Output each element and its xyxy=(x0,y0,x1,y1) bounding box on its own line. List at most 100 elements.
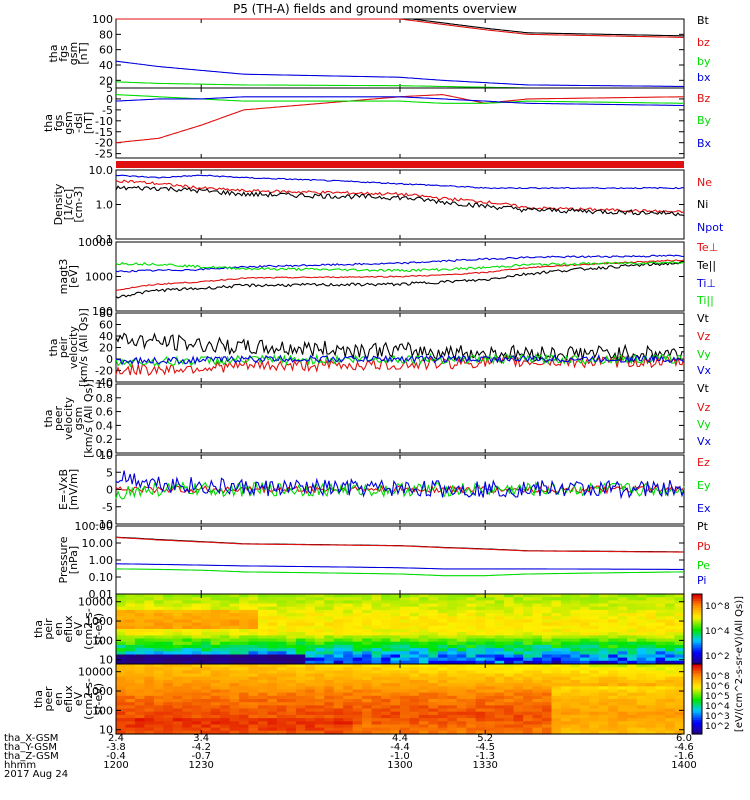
peer_eflux-cell xyxy=(456,705,467,710)
peer_eflux-cell xyxy=(428,718,439,722)
peir_eflux-cell xyxy=(191,632,202,636)
peer_eflux-cell xyxy=(674,699,685,703)
peer_eflux-cell xyxy=(466,679,477,684)
peir_eflux-cell xyxy=(485,619,496,624)
peir_eflux-cell xyxy=(579,606,590,611)
peir_eflux-cell xyxy=(333,648,344,652)
peir_eflux-cell xyxy=(655,616,666,621)
peer_eflux-cell xyxy=(655,664,666,668)
peer_eflux-cell xyxy=(409,676,420,681)
peir_eflux-cell xyxy=(201,651,212,656)
peer_eflux-cell xyxy=(504,711,515,716)
peer_eflux-cell xyxy=(305,730,316,735)
peir_eflux-cell xyxy=(428,606,439,611)
peir_eflux-cell xyxy=(608,651,619,656)
peir_eflux-cell xyxy=(144,625,155,630)
peer_eflux-cell xyxy=(542,670,553,675)
peer_eflux-cell xyxy=(400,721,411,726)
peer_eflux-cell xyxy=(305,673,316,678)
peir_eflux-cell xyxy=(646,625,657,630)
peer_eflux-cell xyxy=(494,670,505,675)
peir_eflux-cell xyxy=(239,619,250,624)
peir_eflux-cell xyxy=(400,613,411,617)
peir_velocity-ytick-label: 20 xyxy=(99,342,113,355)
peir_eflux-cell xyxy=(172,603,183,608)
peir_eflux-cell xyxy=(560,609,571,614)
xaxis-tick-y: -4.4 xyxy=(390,742,410,753)
peir_eflux-cell xyxy=(258,657,269,662)
peer_eflux-cell xyxy=(371,676,382,681)
density-series-Ni xyxy=(115,185,685,217)
peer_eflux-cell xyxy=(182,708,193,713)
peer_eflux-cell xyxy=(589,708,600,713)
peer_eflux-cell xyxy=(324,670,335,675)
peir_eflux-cell xyxy=(248,622,259,627)
peir_eflux-cell xyxy=(475,638,486,643)
peir_eflux-cell xyxy=(598,613,609,617)
peir_eflux-cell xyxy=(239,641,250,646)
peir_velocity-legend-Vy: Vy xyxy=(697,348,711,361)
peer_eflux-cell xyxy=(125,699,136,703)
peir_eflux-cell xyxy=(418,641,429,646)
peir_eflux-cell xyxy=(523,625,534,630)
peir_eflux-cell xyxy=(191,597,202,601)
peir_eflux-cell xyxy=(542,603,553,608)
peir_eflux-cell xyxy=(598,635,609,640)
peer_eflux-cell xyxy=(636,727,647,732)
peer_eflux-cell xyxy=(513,711,524,716)
peir_eflux-cell xyxy=(655,594,666,598)
peer_eflux-cell xyxy=(400,702,411,706)
peer_eflux-cell xyxy=(153,721,164,726)
peir_eflux-cell xyxy=(248,638,259,643)
peir_eflux-cell xyxy=(560,660,571,665)
peir_eflux-cell xyxy=(381,641,392,646)
peir_eflux-cell xyxy=(494,632,505,636)
peir_eflux-cell xyxy=(400,629,411,633)
peer_eflux-cell xyxy=(229,686,240,691)
peer_eflux-cell xyxy=(589,718,600,722)
peer_eflux-cell xyxy=(437,676,448,681)
peer_eflux-cell xyxy=(116,705,127,710)
peer_eflux-cell xyxy=(456,673,467,678)
peer_eflux-cell xyxy=(456,708,467,713)
peir_eflux-cell xyxy=(286,648,297,652)
peir_eflux-cell xyxy=(116,594,127,598)
peir_eflux-cell xyxy=(579,660,590,665)
peir_eflux-cell xyxy=(248,660,259,665)
peer_eflux-cell xyxy=(172,721,183,726)
peir_eflux-cell xyxy=(589,616,600,621)
peir_eflux-cell xyxy=(598,648,609,652)
peer_eflux-cell xyxy=(655,676,666,681)
peer_eflux-cell xyxy=(504,714,515,719)
peir_eflux-cell xyxy=(646,629,657,633)
peir_eflux-cell xyxy=(201,632,212,636)
peer_eflux-cell xyxy=(655,667,666,671)
peir_eflux-cell xyxy=(220,629,231,633)
peer_eflux-cell xyxy=(513,708,524,713)
peer_eflux-cell xyxy=(229,667,240,671)
peer_eflux-cell xyxy=(258,673,269,678)
peer_eflux-cell xyxy=(589,676,600,681)
peir_eflux-cell xyxy=(286,625,297,630)
peir_eflux-cell xyxy=(447,619,458,624)
peer_eflux-cell xyxy=(523,673,534,678)
peir_eflux-cell xyxy=(276,625,287,630)
peir_eflux-cell xyxy=(305,625,316,630)
peer_eflux-cell xyxy=(267,695,278,700)
peer_eflux-cell xyxy=(542,664,553,668)
peir_eflux-cell xyxy=(201,654,212,659)
peir_eflux-cell xyxy=(636,657,647,662)
peer_eflux-cell xyxy=(494,699,505,703)
fgs_dsl-ytick-label: -20 xyxy=(95,137,113,150)
peer_eflux-cell xyxy=(163,679,174,684)
peer_eflux-cell xyxy=(182,727,193,732)
peer_eflux-cell xyxy=(466,699,477,703)
peer_eflux-cell xyxy=(125,695,136,700)
peir_eflux-cell xyxy=(286,594,297,598)
peir_eflux-cell xyxy=(570,613,581,617)
peer_eflux-cell xyxy=(617,676,628,681)
peer_eflux-cell xyxy=(116,730,127,735)
peer_eflux-cell xyxy=(409,664,420,668)
peir_eflux-cell xyxy=(343,641,354,646)
temperature-ylabel: magt3 xyxy=(57,259,70,295)
